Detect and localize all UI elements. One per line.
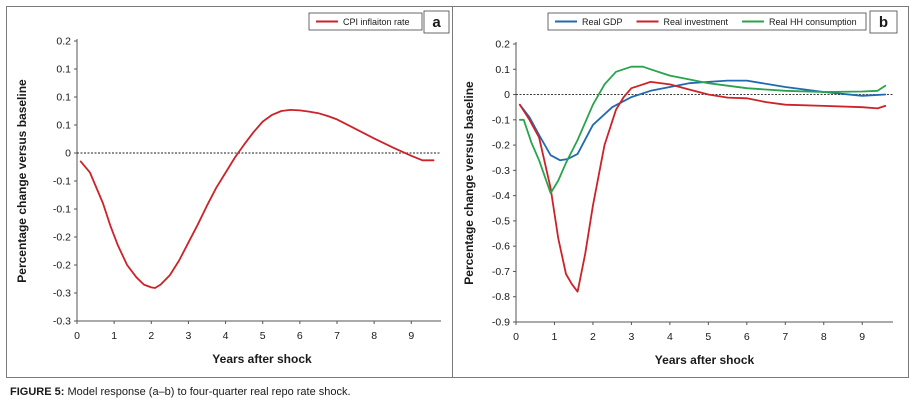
chart-panel-b: 0.2 0.1 0 -0.1 -0.2 -0.3 -0.4 -0.5 -0.6 -0.7 -0.8 -… <box>462 10 898 367</box>
x-tick-label: 2 <box>590 331 596 343</box>
y-tick-label: -0.2 <box>53 232 71 244</box>
y-tick-label: -0.8 <box>492 291 510 303</box>
y-tick-label: -0.1 <box>53 176 71 188</box>
y-tick-label: 0.2 <box>495 39 510 51</box>
y-tick-label: 0.1 <box>56 120 71 132</box>
y-tick-label: 0.2 <box>56 36 71 48</box>
y-tick-label: -0.3 <box>53 316 71 328</box>
panel-letter: b <box>879 14 888 31</box>
figure-frame <box>6 6 909 378</box>
x-tick-label: 0 <box>74 330 80 342</box>
panel-divider <box>452 6 453 378</box>
y-tick-label: -0.3 <box>53 288 71 300</box>
x-tick-label: 4 <box>223 330 229 342</box>
x-tick-label: 8 <box>821 331 827 343</box>
x-tick-label: 1 <box>111 330 117 342</box>
x-tick-label: 6 <box>744 331 750 343</box>
figure-caption-text: Model response (a–b) to four-quarter rea… <box>64 386 351 398</box>
x-tick-label: 5 <box>705 331 711 343</box>
y-tick-label: 0.1 <box>56 64 71 76</box>
legend-label: Real GDP <box>582 17 623 27</box>
figure-caption: FIGURE 5: Model response (a–b) to four-q… <box>10 386 351 398</box>
x-axis-title: Years after shock <box>212 352 312 366</box>
x-tick-label: 3 <box>186 330 192 342</box>
x-tick-label: 7 <box>334 330 340 342</box>
x-tick-label: 0 <box>513 331 519 343</box>
legend-box <box>308 12 423 31</box>
x-tick-label: 5 <box>260 330 266 342</box>
y-tick-label: -0.1 <box>492 114 510 126</box>
series-line-real-investment <box>518 81 887 293</box>
legend-box <box>547 12 867 31</box>
y-tick-label: -0.5 <box>492 215 510 227</box>
y-tick-label: -0.7 <box>492 266 510 278</box>
y-tick-label: 0.1 <box>56 92 71 104</box>
x-tick-label: 1 <box>552 331 558 343</box>
panel-letter: a <box>432 14 441 31</box>
y-tick-label: -0.1 <box>53 204 71 216</box>
series-line-real-hh-consumption <box>518 65 887 194</box>
x-tick-label: 9 <box>408 330 414 342</box>
y-tick-label: -0.4 <box>492 190 510 202</box>
x-tick-label: 4 <box>667 331 673 343</box>
panel-letter-box <box>423 10 450 34</box>
x-tick-label: 3 <box>628 331 634 343</box>
legend-label: Real HH consumption <box>769 17 857 27</box>
panel-letter-box <box>869 10 898 34</box>
x-tick-label: 8 <box>371 330 377 342</box>
chart-panel-a: 0.20.10.10.10-0.1-0.1-0.2-0.2-0.3-0.30 1 2… <box>15 10 450 366</box>
y-tick-label: -0.2 <box>53 260 71 272</box>
y-tick-label: -0.2 <box>492 140 510 152</box>
x-tick-label: 2 <box>148 330 154 342</box>
series-line-real-gdp <box>518 79 887 162</box>
y-tick-label: 0.1 <box>495 64 510 76</box>
x-tick-label: 7 <box>782 331 788 343</box>
y-tick-label: -0.9 <box>492 317 510 329</box>
y-tick-label: 0 <box>504 89 510 101</box>
x-tick-label: 6 <box>297 330 303 342</box>
legend-label: Real investment <box>664 17 729 27</box>
y-tick-label: -0.3 <box>492 165 510 177</box>
x-axis-title: Years after shock <box>655 353 755 367</box>
y-tick-label: -0.6 <box>492 241 510 253</box>
figure-caption-label: FIGURE 5: <box>10 386 65 398</box>
legend-label: CPI inflaiton rate <box>343 17 410 27</box>
y-axis-title: Percentage change versus baseline <box>462 81 476 285</box>
y-axis-title: Percentage change versus baseline <box>15 79 29 283</box>
y-tick-label: 0 <box>65 148 71 160</box>
series-line-cpi-inflaiton-rate <box>79 109 435 289</box>
x-tick-label: 9 <box>859 331 865 343</box>
